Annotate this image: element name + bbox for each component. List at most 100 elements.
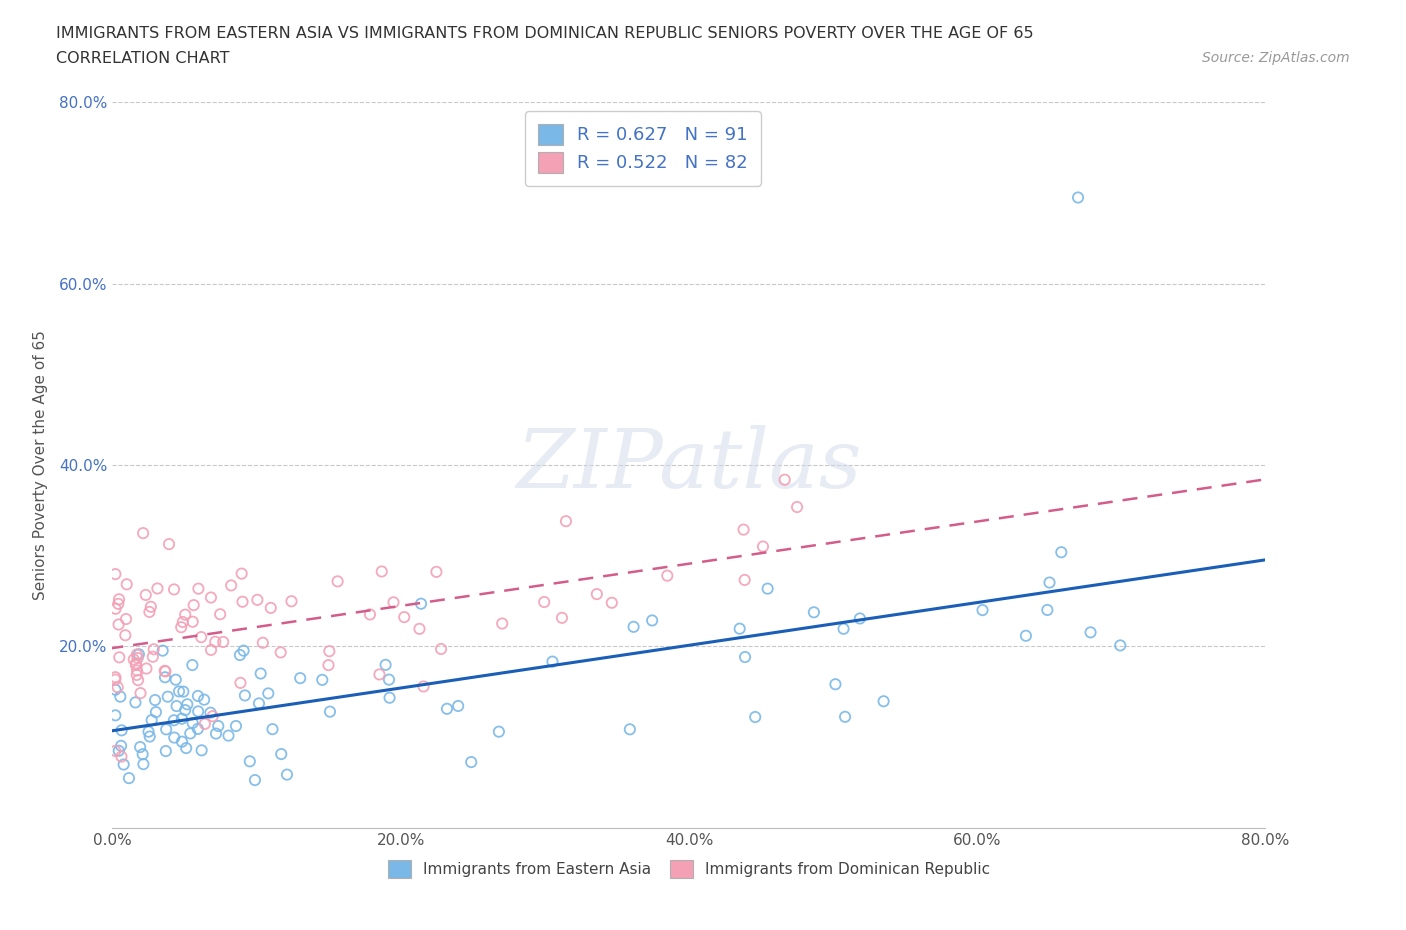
Point xyxy=(157,537,180,551)
Point xyxy=(460,754,482,769)
Point xyxy=(200,591,222,605)
Legend: Immigrants from Eastern Asia, Immigrants from Dominican Republic: Immigrants from Eastern Asia, Immigrants… xyxy=(381,853,997,885)
Point xyxy=(115,612,138,627)
Point xyxy=(129,739,152,754)
Point xyxy=(382,595,405,610)
Point xyxy=(174,607,197,622)
Point xyxy=(872,694,894,709)
Point xyxy=(257,686,280,701)
Text: Source: ZipAtlas.com: Source: ZipAtlas.com xyxy=(1202,51,1350,65)
Point xyxy=(170,735,193,750)
Point xyxy=(436,701,458,716)
Point xyxy=(728,621,751,636)
Point xyxy=(641,613,664,628)
Point xyxy=(187,688,209,703)
Point xyxy=(972,603,994,618)
Point xyxy=(110,750,132,764)
Point xyxy=(204,634,226,649)
Point xyxy=(174,703,197,718)
Point xyxy=(201,709,224,724)
Point xyxy=(200,705,222,720)
Point xyxy=(172,615,194,630)
Point xyxy=(219,578,242,592)
Point xyxy=(803,604,825,619)
Point xyxy=(1036,603,1059,618)
Point xyxy=(172,684,194,699)
Point xyxy=(551,610,574,625)
Point xyxy=(174,740,197,755)
Text: ZIPatlas: ZIPatlas xyxy=(516,425,862,505)
Point xyxy=(600,595,623,610)
Point xyxy=(122,652,145,667)
Point xyxy=(127,651,149,666)
Point xyxy=(378,690,401,705)
Point xyxy=(104,602,127,617)
Point xyxy=(107,680,129,695)
Point xyxy=(834,710,856,724)
Point xyxy=(138,604,160,619)
Point xyxy=(142,642,165,657)
Point xyxy=(619,722,641,737)
Point xyxy=(194,716,217,731)
Point xyxy=(124,695,146,710)
Point xyxy=(786,499,808,514)
Point xyxy=(752,539,775,554)
Point xyxy=(183,598,205,613)
Point xyxy=(104,670,127,684)
Point xyxy=(270,645,292,660)
Point xyxy=(170,619,193,634)
Point xyxy=(107,743,129,758)
Point xyxy=(252,635,274,650)
Point xyxy=(378,672,401,687)
Point xyxy=(125,668,148,683)
Point xyxy=(167,684,190,698)
Point xyxy=(132,525,155,540)
Point xyxy=(179,726,201,741)
Point xyxy=(262,722,284,737)
Text: IMMIGRANTS FROM EASTERN ASIA VS IMMIGRANTS FROM DOMINICAN REPUBLIC SENIORS POVER: IMMIGRANTS FROM EASTERN ASIA VS IMMIGRAN… xyxy=(56,26,1033,41)
Point xyxy=(200,643,222,658)
Point xyxy=(555,513,578,528)
Point xyxy=(111,723,134,737)
Point xyxy=(318,658,340,672)
Point xyxy=(112,757,135,772)
Point xyxy=(135,588,157,603)
Point xyxy=(239,754,262,769)
Point xyxy=(115,577,138,591)
Point xyxy=(209,606,232,621)
Point xyxy=(207,719,229,734)
Point xyxy=(280,593,302,608)
Point xyxy=(104,683,127,698)
Point xyxy=(430,642,453,657)
Point xyxy=(127,672,149,687)
Point xyxy=(205,726,228,741)
Point xyxy=(491,616,513,631)
Point xyxy=(108,650,131,665)
Point xyxy=(657,568,679,583)
Point xyxy=(125,663,148,678)
Point xyxy=(425,565,447,579)
Point xyxy=(733,522,755,537)
Point xyxy=(232,644,254,658)
Point xyxy=(187,581,209,596)
Point xyxy=(166,698,188,713)
Point xyxy=(107,596,129,611)
Point xyxy=(744,710,766,724)
Point xyxy=(125,656,148,671)
Point xyxy=(135,661,157,676)
Point xyxy=(1050,545,1073,560)
Point xyxy=(231,566,253,581)
Point xyxy=(368,667,391,682)
Point xyxy=(125,658,148,672)
Point xyxy=(152,644,174,658)
Point xyxy=(110,738,132,753)
Point xyxy=(139,599,162,614)
Point xyxy=(409,596,432,611)
Point xyxy=(1080,625,1102,640)
Point xyxy=(125,647,148,662)
Point xyxy=(849,611,872,626)
Point xyxy=(155,722,177,737)
Point xyxy=(165,672,187,687)
Point xyxy=(146,581,169,596)
Point xyxy=(132,757,155,772)
